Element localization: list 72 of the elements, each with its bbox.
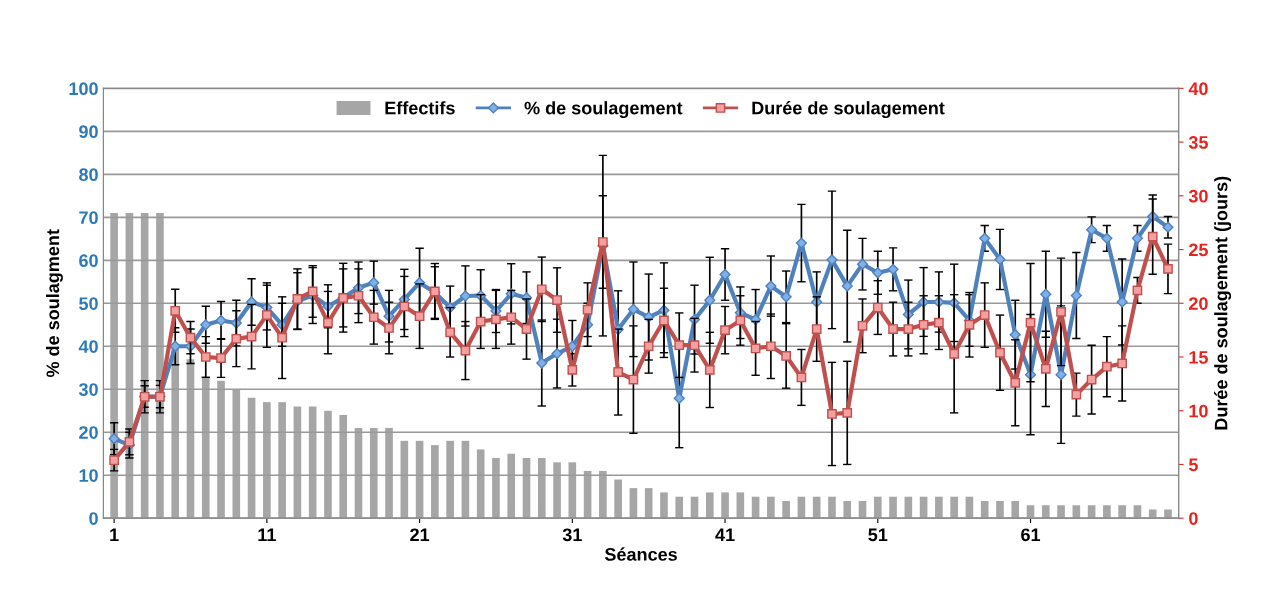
bar xyxy=(263,402,271,519)
y2-axis-title: Durée de soulagement (jours) xyxy=(1214,176,1232,430)
bar xyxy=(492,458,500,519)
bar xyxy=(232,389,241,519)
y-tick-label: 30 xyxy=(78,383,98,396)
bar xyxy=(721,492,729,519)
y-axis-title: % de soulagment xyxy=(45,229,63,378)
y2-tick-label: 25 xyxy=(1189,243,1208,257)
x-tick-label: 41 xyxy=(715,528,735,541)
bar xyxy=(446,440,454,519)
y-tick-label: 60 xyxy=(79,254,98,268)
bar xyxy=(660,492,668,519)
bar xyxy=(675,496,684,519)
x-tick-label: 61 xyxy=(1021,528,1041,542)
bar xyxy=(828,496,836,519)
y2-tick-label: 20 xyxy=(1189,297,1208,310)
legend-label: % de soulagement xyxy=(524,101,683,119)
bar xyxy=(507,453,516,519)
x-tick-label: 51 xyxy=(868,528,888,542)
bar xyxy=(553,462,561,519)
bar xyxy=(705,492,714,519)
bar xyxy=(339,415,348,519)
y2-tick-label: 10 xyxy=(1189,404,1208,418)
y-tick-label: 40 xyxy=(78,340,98,353)
x-tick-label: 21 xyxy=(410,528,430,541)
y-tick-label: 10 xyxy=(79,469,98,482)
bar xyxy=(980,501,989,519)
y-tick-label: 90 xyxy=(79,125,98,139)
y-tick-label: 0 xyxy=(89,512,98,525)
bar xyxy=(431,445,439,519)
legend-label: Durée de soulagement xyxy=(752,100,945,119)
bar xyxy=(935,496,943,519)
y-tick-label: 70 xyxy=(79,211,98,225)
legend-label: Effectifs xyxy=(385,101,455,115)
bar xyxy=(278,402,286,519)
y-tick-label: 100 xyxy=(69,82,98,96)
bar xyxy=(1103,505,1111,519)
bar xyxy=(324,410,332,519)
bar xyxy=(950,496,958,519)
x-tick-label: 1 xyxy=(110,528,119,541)
bar xyxy=(537,458,546,519)
bar xyxy=(476,449,485,519)
bar xyxy=(843,501,852,519)
bar xyxy=(644,488,653,519)
y-tick-label: 80 xyxy=(79,168,98,182)
bar xyxy=(889,496,897,519)
bar xyxy=(369,427,378,519)
bar xyxy=(385,427,393,519)
y2-tick-label: 0 xyxy=(1189,512,1198,525)
bar xyxy=(1041,505,1050,519)
y2-tick-label: 35 xyxy=(1188,136,1208,149)
bar xyxy=(614,479,622,519)
bar xyxy=(782,501,790,519)
bar xyxy=(873,496,882,519)
bar xyxy=(217,380,225,519)
y2-tick-label: 5 xyxy=(1188,458,1198,472)
bar xyxy=(201,376,210,519)
x-axis-title: Séances xyxy=(604,547,677,561)
y2-tick-label: 15 xyxy=(1189,351,1208,364)
bar xyxy=(1118,505,1126,519)
bar xyxy=(812,496,821,519)
y-tick-label: 20 xyxy=(79,426,98,439)
x-tick-label: 11 xyxy=(258,528,276,541)
bar xyxy=(1057,505,1065,519)
bar xyxy=(767,496,775,519)
y2-tick-label: 40 xyxy=(1188,82,1208,96)
y-tick-label: 50 xyxy=(79,297,98,310)
bar xyxy=(1011,501,1020,519)
y2-tick-label: 30 xyxy=(1188,189,1208,203)
x-tick-label: 31 xyxy=(562,528,582,542)
bar xyxy=(996,501,1004,519)
bar xyxy=(599,470,607,519)
